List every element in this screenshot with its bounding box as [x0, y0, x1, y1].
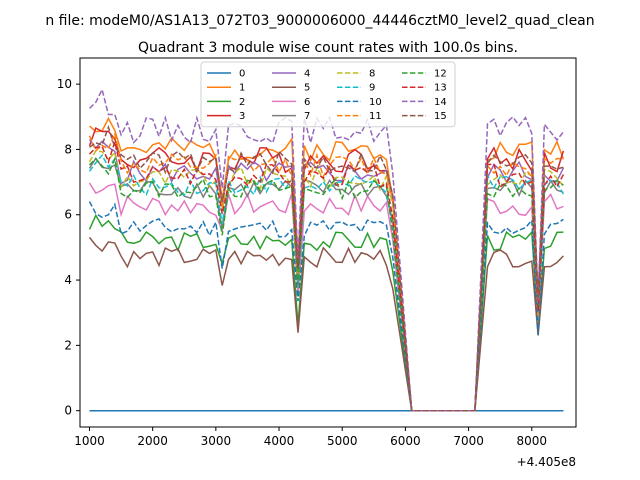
figure-suptitle: n file: modeM0/AS1A13_072T03_9000006000_… [45, 13, 594, 29]
x-tick-label: 2000 [137, 434, 168, 448]
chart-title: Quadrant 3 module wise count rates with … [138, 40, 518, 56]
x-axis: 1000 2000 3000 4000 5000 6000 7000 8000 [74, 427, 547, 448]
x-tick-label: 6000 [390, 434, 421, 448]
x-tick-label: 4000 [264, 434, 295, 448]
series-line-5 [88, 236, 564, 412]
series-line-14 [88, 87, 564, 412]
plot-frame [79, 57, 577, 428]
y-tick-label: 4 [64, 273, 72, 287]
series-line-6 [88, 182, 564, 412]
series-line-13 [88, 138, 565, 412]
y-tick-label: 6 [64, 208, 72, 222]
legend-label: 12 [434, 69, 447, 80]
x-tick-label: 3000 [201, 434, 232, 448]
legend-frame [200, 61, 456, 128]
x-tick-label: 5000 [327, 434, 358, 448]
series-line-4 [88, 139, 565, 412]
y-tick-label: 0 [64, 404, 72, 418]
series-line-12 [88, 156, 564, 412]
legend-label: 0 [239, 69, 245, 80]
series-line-1 [89, 116, 565, 412]
y-tick-label: 10 [57, 77, 72, 91]
legend-label: 14 [434, 97, 447, 108]
legend-label: 11 [369, 111, 382, 122]
legend-label: 2 [239, 97, 245, 108]
legend-label: 13 [434, 83, 447, 94]
legend-label: 8 [369, 69, 375, 80]
legend-label: 7 [304, 111, 310, 122]
x-tick-label: 1000 [74, 434, 105, 448]
legend-label: 3 [239, 111, 245, 122]
legend-label: 10 [369, 97, 382, 108]
legend-label: 5 [304, 83, 310, 94]
legend-label: 4 [304, 69, 310, 80]
x-tick-label: 7000 [453, 434, 484, 448]
series-line-15 [89, 124, 564, 412]
series-line-10 [88, 201, 564, 412]
legend-label: 6 [304, 97, 310, 108]
y-tick-label: 8 [64, 142, 72, 156]
x-offset-label: +4.405e8 [517, 455, 576, 469]
series-lines [88, 87, 565, 412]
y-tick-label: 2 [64, 338, 72, 352]
series-line-8 [88, 150, 564, 412]
series-line-11 [88, 131, 564, 412]
series-line-7 [88, 157, 564, 412]
legend-label: 15 [434, 111, 447, 122]
series-line-2 [88, 213, 564, 412]
legend-label: 9 [369, 83, 375, 94]
y-axis: 0 2 4 6 8 10 [57, 77, 80, 418]
legend-label: 1 [239, 83, 245, 94]
x-tick-label: 8000 [516, 434, 547, 448]
